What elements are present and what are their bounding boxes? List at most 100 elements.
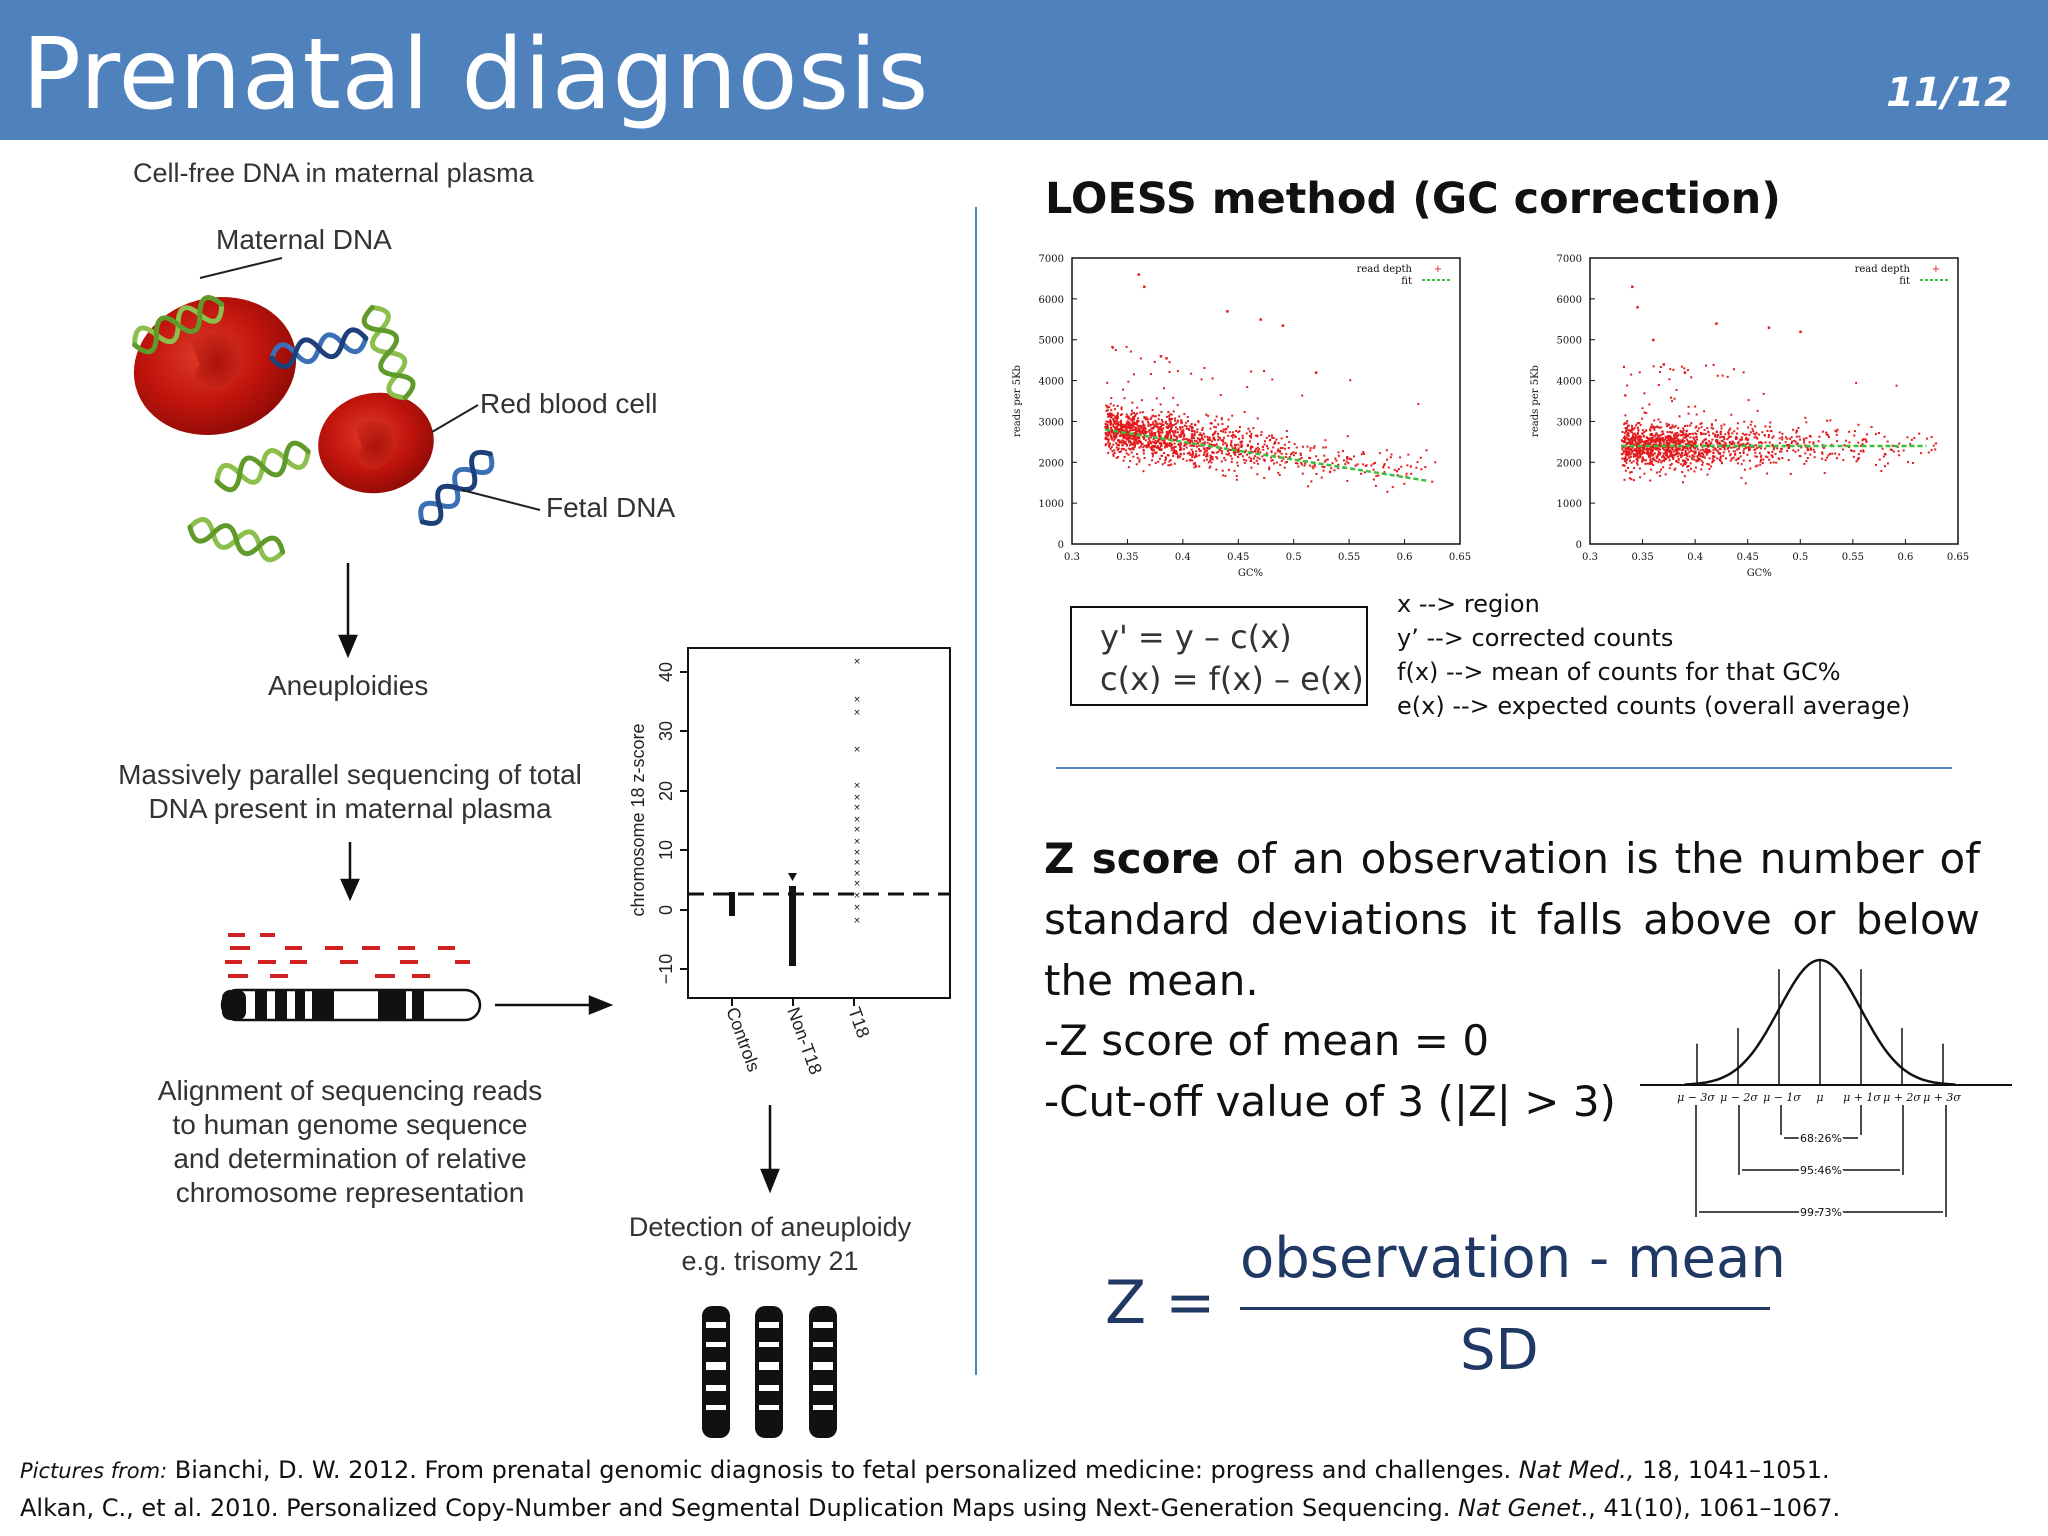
controls-points <box>729 892 735 916</box>
loess-before-xtick: 0.5 <box>1286 552 1302 563</box>
loess-after-xtick: 0.45 <box>1737 552 1759 563</box>
svg-text:95.46%: 95.46% <box>1800 1164 1842 1177</box>
reference-2: Alkan, C., et al. 2010. Personalized Cop… <box>20 1494 1841 1522</box>
trisomy-chromosomes <box>702 1306 837 1438</box>
alignment-caption: Alignment of sequencing reads to human g… <box>157 1075 543 1208</box>
legend-f: f(x) --> mean of counts for that GC% <box>1397 658 1841 686</box>
ytick-10: 10 <box>656 840 676 860</box>
loess-before-xtick: 0.4 <box>1175 552 1191 563</box>
loess-before-xtick: 0.35 <box>1116 552 1138 563</box>
svg-text:×: × <box>853 891 861 901</box>
svg-text:×: × <box>853 781 861 791</box>
loess-before-fit-line <box>1105 428 1427 482</box>
loess-after-xtick: 0.55 <box>1842 552 1864 563</box>
loess-before-ytick: 1000 <box>1039 499 1064 510</box>
svg-text:×: × <box>853 793 861 803</box>
loess-before-ytick: 7000 <box>1039 254 1064 265</box>
svg-text:μ + 1σ: μ + 1σ <box>1843 1091 1881 1104</box>
svg-text:×: × <box>853 903 861 913</box>
fetal-dna-helix-2 <box>418 449 495 526</box>
detection-caption: Detection of aneuploidy e.g. trisomy 21 <box>628 1212 912 1276</box>
svg-text:μ + 2σ: μ + 2σ <box>1883 1091 1921 1104</box>
svg-text:+: + <box>1434 264 1442 275</box>
zscore-definition: Z score of an observation is the number … <box>1044 834 1980 1005</box>
formula-line-1: y' = y – c(x) <box>1100 618 1292 656</box>
loess-before-ylabel: reads per 5Kb <box>1012 365 1023 437</box>
loess-after-legend-fit: fit <box>1899 276 1910 287</box>
loess-before-xlabel: GC% <box>1238 568 1263 579</box>
maternal-dna-helix-1 <box>132 295 225 355</box>
red-blood-cell-large <box>133 296 297 436</box>
svg-text:+: + <box>1932 264 1940 275</box>
ytick-30: 30 <box>656 721 676 741</box>
svg-text:×: × <box>853 745 861 755</box>
loess-after-ytick: 4000 <box>1557 377 1582 388</box>
svg-text:×: × <box>853 695 861 705</box>
svg-text:μ − 1σ: μ − 1σ <box>1763 1091 1801 1104</box>
sequencing-caption: Massively parallel sequencing of total D… <box>118 759 582 824</box>
svg-text:×: × <box>853 837 861 847</box>
ytick-40: 40 <box>656 662 676 682</box>
normal-distribution-diagram: μ − 3σ μ − 2σ μ − 1σ μ μ + 1σ μ + 2σ μ +… <box>1640 958 2012 1221</box>
loess-after-ylabel: reads per 5Kb <box>1530 365 1541 437</box>
ytick-0: 0 <box>656 905 676 915</box>
svg-text:99.73%: 99.73% <box>1800 1206 1842 1219</box>
loess-title: LOESS method (GC correction) <box>1045 174 1781 224</box>
svg-text:×: × <box>853 657 861 667</box>
svg-text:×: × <box>853 825 861 835</box>
loess-before-xtick: 0.45 <box>1227 552 1249 563</box>
formula-line-2: c(x) = f(x) – e(x) <box>1100 660 1364 698</box>
loess-after-xtick: 0.3 <box>1582 552 1598 563</box>
column-divider <box>975 207 977 1375</box>
svg-text:×: × <box>853 803 861 813</box>
fetal-dna-label: Fetal DNA <box>546 492 676 523</box>
xtick-non-t18: Non-T18 <box>783 1005 826 1078</box>
chromosome-bar <box>220 988 482 1022</box>
fraction-bar <box>1240 1307 1770 1310</box>
loess-plot-before: 0 1000 2000 3000 4000 5000 6000 7000 0.3 0.35 0.4 0… <box>1012 254 1471 579</box>
loess-before-ytick: 6000 <box>1039 295 1064 306</box>
svg-text:×: × <box>853 869 861 879</box>
svg-text:×: × <box>853 916 861 926</box>
cfdna-illustration <box>132 257 837 1438</box>
svg-text:68.26%: 68.26% <box>1800 1132 1842 1145</box>
loess-after-ytick: 3000 <box>1557 417 1582 428</box>
ytick-neg10: −10 <box>656 954 676 985</box>
loess-after-ytick: 1000 <box>1557 499 1582 510</box>
aneuploidies-label: Aneuploidies <box>268 670 429 701</box>
zscore-bullet-1: -Z score of mean = 0 <box>1044 1016 1490 1065</box>
loess-before-xtick: 0.6 <box>1397 552 1413 563</box>
svg-text:×: × <box>853 879 861 889</box>
zscore-bullet-2: -Cut-off value of 3 (|Z| > 3) <box>1044 1077 1616 1126</box>
sequencing-reads <box>225 933 470 978</box>
reference-1: Pictures from: Bianchi, D. W. 2012. From… <box>20 1456 1830 1484</box>
cfdna-title: Cell-free DNA in maternal plasma <box>133 158 534 188</box>
xtick-controls: Controls <box>722 1005 764 1075</box>
loess-after-ytick: 2000 <box>1557 458 1582 469</box>
maternal-dna-helix-4 <box>187 517 286 563</box>
loess-after-xtick: 0.35 <box>1631 552 1653 563</box>
svg-text:μ − 2σ: μ − 2σ <box>1720 1091 1758 1104</box>
formula-lhs: Z = <box>1105 1268 1216 1338</box>
svg-text:μ + 3σ: μ + 3σ <box>1923 1091 1961 1104</box>
maternal-dna-label: Maternal DNA <box>216 224 392 255</box>
title-bar: Prenatal diagnosis 11/12 <box>0 0 2048 140</box>
loess-after-xlabel: GC% <box>1747 568 1772 579</box>
loess-before-legend-depth: read depth <box>1357 264 1413 275</box>
loess-after-ytick: 5000 <box>1557 336 1582 347</box>
loess-after-ytick: 7000 <box>1557 254 1582 265</box>
t18-points: ××× ××× ××× ××× ××× ×× <box>853 657 861 926</box>
slide-title: Prenatal diagnosis <box>22 18 929 132</box>
non-t18-points <box>788 873 797 966</box>
zscore-term: Z score <box>1044 834 1220 883</box>
loess-after-xtick: 0.6 <box>1897 552 1913 563</box>
loess-after-xtick: 0.65 <box>1947 552 1969 563</box>
fetal-dna-helix-1 <box>269 327 369 369</box>
red-blood-cell-label: Red blood cell <box>480 388 658 419</box>
loess-before-ytick: 3000 <box>1039 417 1064 428</box>
loess-before-xtick: 0.55 <box>1338 552 1360 563</box>
maternal-dna-helix-2 <box>361 305 416 401</box>
legend-x: x --> region <box>1397 590 1540 618</box>
formula-denominator: SD <box>1460 1318 1539 1383</box>
loess-before-ytick: 0 <box>1058 540 1064 551</box>
